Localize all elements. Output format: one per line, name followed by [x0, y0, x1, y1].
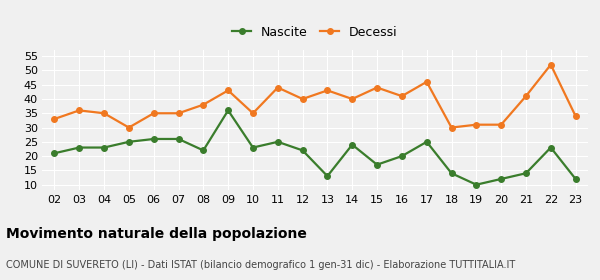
Nascite	[423, 140, 430, 144]
Legend: Nascite, Decessi: Nascite, Decessi	[232, 26, 398, 39]
Decessi	[324, 89, 331, 92]
Nascite	[398, 155, 406, 158]
Nascite	[547, 146, 554, 149]
Nascite	[224, 109, 232, 112]
Nascite	[572, 177, 579, 181]
Decessi	[51, 117, 58, 121]
Nascite	[497, 177, 505, 181]
Decessi	[547, 63, 554, 66]
Decessi	[125, 126, 133, 129]
Line: Decessi: Decessi	[52, 62, 578, 130]
Decessi	[100, 111, 107, 115]
Decessi	[250, 111, 257, 115]
Decessi	[200, 103, 207, 106]
Decessi	[423, 80, 430, 83]
Decessi	[150, 111, 157, 115]
Decessi	[76, 109, 83, 112]
Decessi	[224, 89, 232, 92]
Decessi	[448, 126, 455, 129]
Nascite	[274, 140, 281, 144]
Nascite	[250, 146, 257, 149]
Nascite	[175, 137, 182, 141]
Line: Nascite: Nascite	[52, 108, 578, 188]
Nascite	[100, 146, 107, 149]
Decessi	[523, 94, 530, 98]
Decessi	[373, 86, 380, 89]
Text: COMUNE DI SUVERETO (LI) - Dati ISTAT (bilancio demografico 1 gen-31 dic) - Elabo: COMUNE DI SUVERETO (LI) - Dati ISTAT (bi…	[6, 260, 515, 270]
Text: Movimento naturale della popolazione: Movimento naturale della popolazione	[6, 227, 307, 241]
Nascite	[299, 149, 306, 152]
Decessi	[274, 86, 281, 89]
Nascite	[473, 183, 480, 186]
Nascite	[349, 143, 356, 146]
Decessi	[175, 111, 182, 115]
Nascite	[125, 140, 133, 144]
Decessi	[299, 97, 306, 101]
Nascite	[200, 149, 207, 152]
Decessi	[473, 123, 480, 126]
Nascite	[150, 137, 157, 141]
Nascite	[373, 163, 380, 166]
Decessi	[572, 115, 579, 118]
Decessi	[398, 94, 406, 98]
Decessi	[349, 97, 356, 101]
Nascite	[51, 151, 58, 155]
Nascite	[324, 174, 331, 178]
Decessi	[497, 123, 505, 126]
Nascite	[448, 172, 455, 175]
Nascite	[523, 172, 530, 175]
Nascite	[76, 146, 83, 149]
